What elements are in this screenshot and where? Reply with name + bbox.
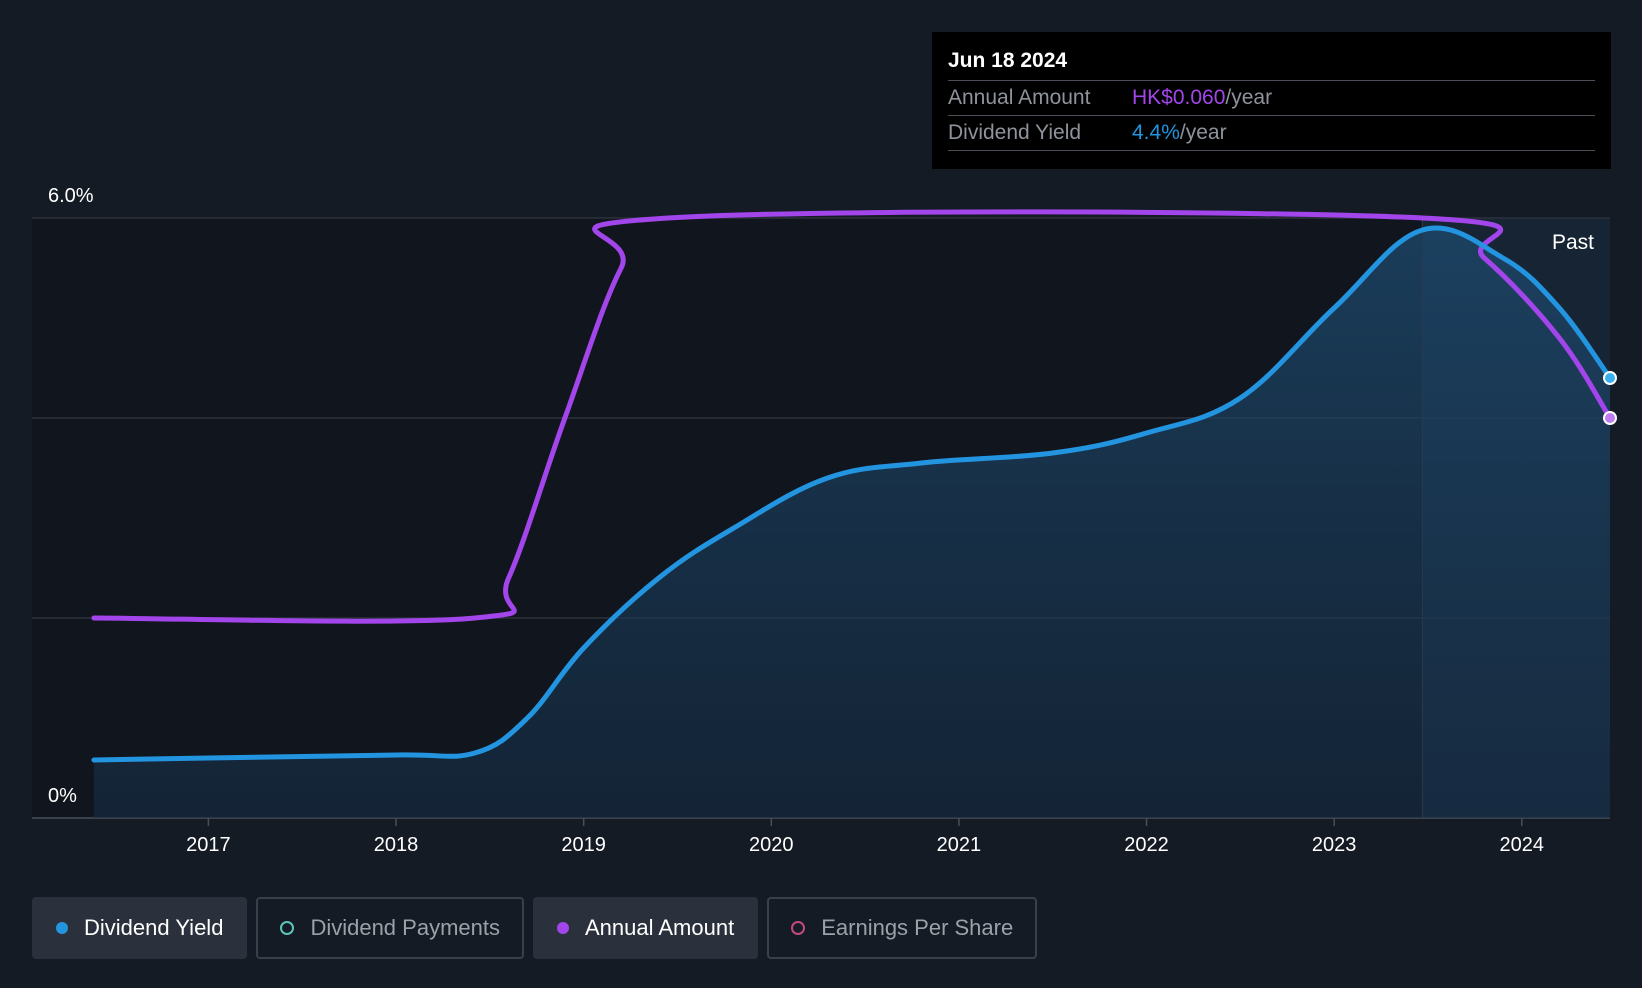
past-label: Past: [1552, 231, 1594, 254]
tooltip-date: Jun 18 2024: [948, 49, 1068, 72]
legend-earnings-per-share[interactable]: Earnings Per Share: [767, 897, 1038, 959]
ring-dot-icon: [280, 921, 295, 935]
legend-label: Earnings Per Share: [821, 915, 1014, 940]
end-markers: [1603, 371, 1617, 425]
legend-label: Annual Amount: [584, 915, 735, 940]
x-tick-label: 2022: [1124, 834, 1169, 856]
tooltip-label: Annual Amount: [948, 86, 1091, 109]
tooltip-panel: Jun 18 2024 Annual Amount HK$0.060 /year…: [932, 32, 1611, 169]
series-area: [93, 227, 1610, 818]
filled-dot-icon: [56, 922, 68, 934]
legend-dividend-payments[interactable]: Dividend Payments: [256, 897, 524, 959]
series-line: [91, 225, 1613, 763]
legend-label: Dividend Payments: [310, 915, 500, 940]
filled-dot-icon: [556, 922, 569, 934]
tooltip-value: 4.4%: [1132, 121, 1180, 144]
tooltip-row-annual-amount: Annual Amount HK$0.060 /year: [948, 80, 1595, 115]
series-line: [91, 209, 1613, 624]
x-tick-label: 2019: [561, 834, 606, 856]
series-end-marker-core: [1605, 373, 1615, 383]
x-tick-label: 2017: [186, 834, 231, 856]
x-tick-label: 2020: [749, 834, 794, 856]
area-layer: [93, 227, 1610, 818]
x-axis: 2017 2018 2019 2020 2021 2022 2023 2024: [186, 818, 1544, 856]
series-end-marker-core: [1605, 413, 1615, 423]
series-lines: [91, 209, 1613, 763]
x-tick-label: 2018: [374, 834, 419, 856]
x-tick-label: 2024: [1500, 834, 1545, 856]
y-axis-max-label: 6.0%: [48, 185, 94, 207]
tooltip-label: Dividend Yield: [948, 121, 1082, 144]
x-tick-label: 2021: [937, 834, 982, 856]
tooltip-unit: /year: [1179, 121, 1227, 144]
tooltip-value: HK$0.060: [1132, 86, 1226, 109]
legend-dividend-yield[interactable]: Dividend Yield: [32, 897, 248, 959]
ring-dot-icon: [791, 921, 806, 935]
tooltip-row-dividend-yield: Dividend Yield 4.4% /year: [948, 115, 1595, 151]
legend: Dividend Yield Dividend Payments Annual …: [32, 897, 1038, 959]
x-tick-label: 2023: [1312, 834, 1357, 856]
legend-annual-amount[interactable]: Annual Amount: [532, 897, 759, 959]
y-axis-min-label: 0%: [48, 785, 77, 807]
tooltip-unit: /year: [1225, 86, 1273, 109]
legend-label: Dividend Yield: [84, 915, 224, 940]
